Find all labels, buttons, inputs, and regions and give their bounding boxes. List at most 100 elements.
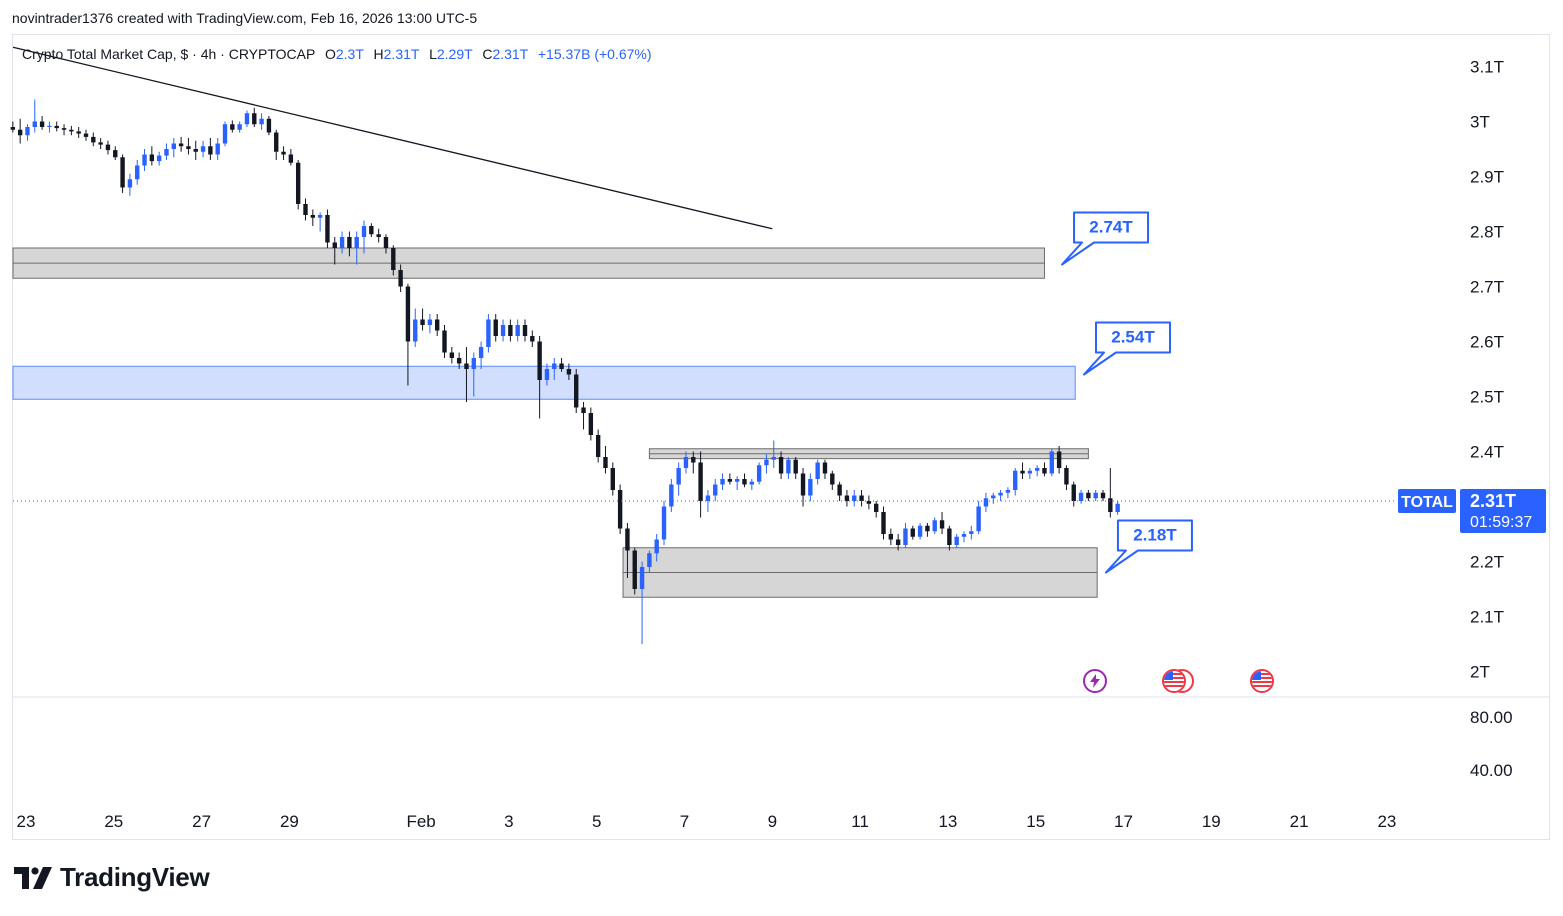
us-flag-icon[interactable] <box>1162 669 1186 693</box>
candle-body <box>186 146 191 149</box>
lightning-icon[interactable] <box>1083 669 1107 693</box>
candle-body <box>317 215 323 218</box>
candle-body <box>559 363 564 369</box>
x-tick-label: 15 <box>1026 812 1045 831</box>
candle-body <box>669 484 674 507</box>
candle-body <box>830 473 835 485</box>
price-tag-symbol-bg <box>1398 489 1456 513</box>
candle <box>252 107 257 127</box>
candle-body <box>939 520 945 529</box>
candle <box>961 531 967 543</box>
candle <box>449 347 455 364</box>
candle-body <box>742 479 747 485</box>
candle-body <box>815 462 820 479</box>
candle <box>10 121 16 133</box>
candle <box>142 149 147 171</box>
candle-body <box>398 270 403 287</box>
candle-body <box>493 319 498 336</box>
y-tick-label: 2.2T <box>1470 553 1504 572</box>
candle-body <box>595 435 601 457</box>
x-tick-label: 13 <box>938 812 957 831</box>
candle-body <box>135 165 140 180</box>
candle-body <box>947 528 952 545</box>
candle-body <box>10 127 16 130</box>
candle-body <box>142 154 147 166</box>
candle-body <box>105 144 111 151</box>
candle-body <box>449 352 455 358</box>
candle <box>508 319 513 342</box>
candle <box>486 314 491 353</box>
y-tick-label: 3.1T <box>1470 58 1504 77</box>
chart-frame <box>12 34 1550 840</box>
candle-body <box>895 539 901 545</box>
x-tick-label: 21 <box>1290 812 1309 831</box>
legend-open-value: 2.3T <box>335 46 364 62</box>
callouts-layer: 2.74T 2.54T 2.18T <box>1061 211 1193 574</box>
candle <box>281 146 286 160</box>
candle <box>274 129 279 160</box>
candle <box>91 132 96 147</box>
candle <box>1005 487 1011 499</box>
candle-body <box>310 215 316 218</box>
candle <box>998 490 1003 501</box>
candle-body <box>683 457 689 468</box>
candle <box>888 528 894 545</box>
candle-body <box>325 215 330 243</box>
x-tick-label: 3 <box>504 812 513 831</box>
candle <box>639 561 645 644</box>
candle <box>939 512 945 534</box>
candle-body <box>361 226 367 237</box>
candle-body <box>808 479 813 496</box>
candle <box>222 121 228 147</box>
price-tag-value-bg <box>1460 489 1546 533</box>
candle-body <box>442 330 447 353</box>
price-callout: 2.74T <box>1061 211 1150 266</box>
candle <box>186 138 191 155</box>
x-tick-label: 19 <box>1202 812 1221 831</box>
x-tick-label: 7 <box>680 812 689 831</box>
candle <box>369 223 374 237</box>
candle <box>588 407 594 441</box>
candle <box>427 314 433 334</box>
candle-body <box>566 369 572 375</box>
candle <box>727 473 733 485</box>
candle <box>127 173 133 196</box>
legend-symbol[interactable]: Crypto Total Market Cap, $ · 4h · CRYPTO… <box>22 46 316 62</box>
candle-body <box>178 143 184 147</box>
candle <box>259 113 264 130</box>
candle-body <box>647 553 652 567</box>
candle <box>39 116 45 130</box>
candle <box>1100 490 1106 501</box>
candle-body <box>369 226 374 235</box>
candle-body <box>113 150 118 158</box>
candle <box>471 352 476 397</box>
candle-body <box>17 129 23 136</box>
candle-body <box>837 484 842 496</box>
callout-label: 2.74T <box>1089 218 1133 237</box>
candle <box>669 479 674 512</box>
candle <box>98 138 103 149</box>
candle <box>32 99 37 133</box>
candle-body <box>149 154 155 162</box>
us-flag-icon[interactable] <box>1250 669 1274 693</box>
candle <box>1034 465 1040 477</box>
candle <box>808 473 813 501</box>
indicator-tick-label: 80.00 <box>1470 708 1513 727</box>
candle <box>778 451 784 479</box>
candle <box>171 138 176 158</box>
candle <box>215 138 220 160</box>
candle <box>105 140 111 155</box>
candle-body <box>778 457 784 474</box>
candle <box>405 283 411 386</box>
axes-layer: 3.1T 3T 2.9T 2.8T 2.7T 2.6T 2.5T 2.4T 2.2T 2.1T 2T… <box>13 58 1549 831</box>
tradingview-logo[interactable]: TradingView <box>14 862 210 893</box>
candle <box>837 481 842 501</box>
candle-body <box>1064 468 1069 485</box>
candle <box>610 462 615 496</box>
candle-body <box>844 495 850 501</box>
candle <box>347 231 352 257</box>
candle-body <box>54 125 59 129</box>
candle <box>947 525 952 551</box>
candle <box>515 319 520 342</box>
